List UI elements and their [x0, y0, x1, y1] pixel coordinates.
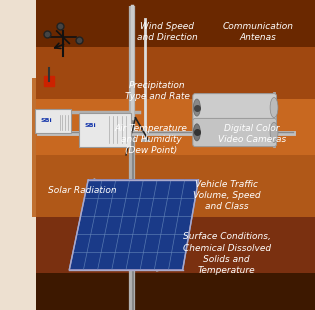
Ellipse shape [270, 97, 278, 117]
Text: SBi: SBi [84, 123, 96, 128]
Bar [36, 217, 315, 273]
Text: Surface Conditions,
Chemical Dissolved
Solids and
Temperature: Surface Conditions, Chemical Dissolved S… [183, 232, 271, 275]
Bar [32, 78, 36, 217]
Text: Vehicle Traffic
Volume, Speed
and Class: Vehicle Traffic Volume, Speed and Class [193, 180, 261, 211]
Bar [36, 46, 315, 99]
Bar [36, 99, 315, 155]
Ellipse shape [270, 122, 278, 143]
Text: Precipitation
Type and Rate: Precipitation Type and Rate [125, 81, 190, 101]
FancyBboxPatch shape [79, 113, 131, 147]
Bar [0, 0, 36, 310]
Ellipse shape [193, 99, 200, 116]
Text: Solar Radiation: Solar Radiation [48, 186, 116, 195]
Text: Digital Color
Video Cameras: Digital Color Video Cameras [218, 124, 286, 144]
Text: Communication
Antenas: Communication Antenas [223, 22, 294, 42]
Text: Wind Speed
and Direction: Wind Speed and Direction [137, 22, 197, 42]
Ellipse shape [193, 124, 200, 141]
Text: Air Temperature
and Humidity
(Dew Point): Air Temperature and Humidity (Dew Point) [115, 124, 188, 155]
Bar [36, 0, 315, 46]
Bar [36, 273, 315, 310]
Bar [36, 155, 315, 217]
FancyBboxPatch shape [35, 108, 71, 133]
FancyBboxPatch shape [193, 118, 277, 147]
Text: SBi: SBi [40, 118, 52, 123]
FancyBboxPatch shape [193, 94, 277, 122]
Polygon shape [69, 180, 198, 270]
